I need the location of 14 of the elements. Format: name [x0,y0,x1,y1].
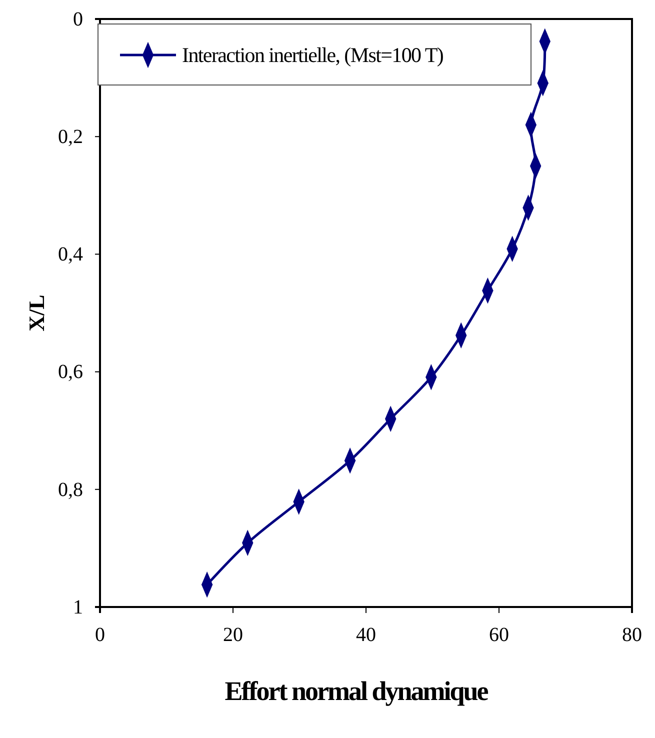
y-axis-title: X/L [24,294,49,332]
x-tick-label: 40 [356,624,376,646]
x-tick-label: 60 [489,624,509,646]
y-tick-label: 1 [73,596,83,618]
x-tick-label: 0 [95,624,105,646]
legend-label: Interaction inertielle, (Mst=100 T) [182,43,444,67]
x-axis-title: Effort normal dynamique [224,676,489,706]
x-tick-label: 80 [622,624,642,646]
y-tick-label: 0 [73,8,83,30]
y-tick-label: 0,8 [58,478,83,501]
x-tick-label: 20 [223,624,243,646]
y-tick-label: 0,4 [58,244,83,266]
y-tick-label: 0,6 [58,361,83,384]
y-tick-label: 0,2 [58,126,83,148]
